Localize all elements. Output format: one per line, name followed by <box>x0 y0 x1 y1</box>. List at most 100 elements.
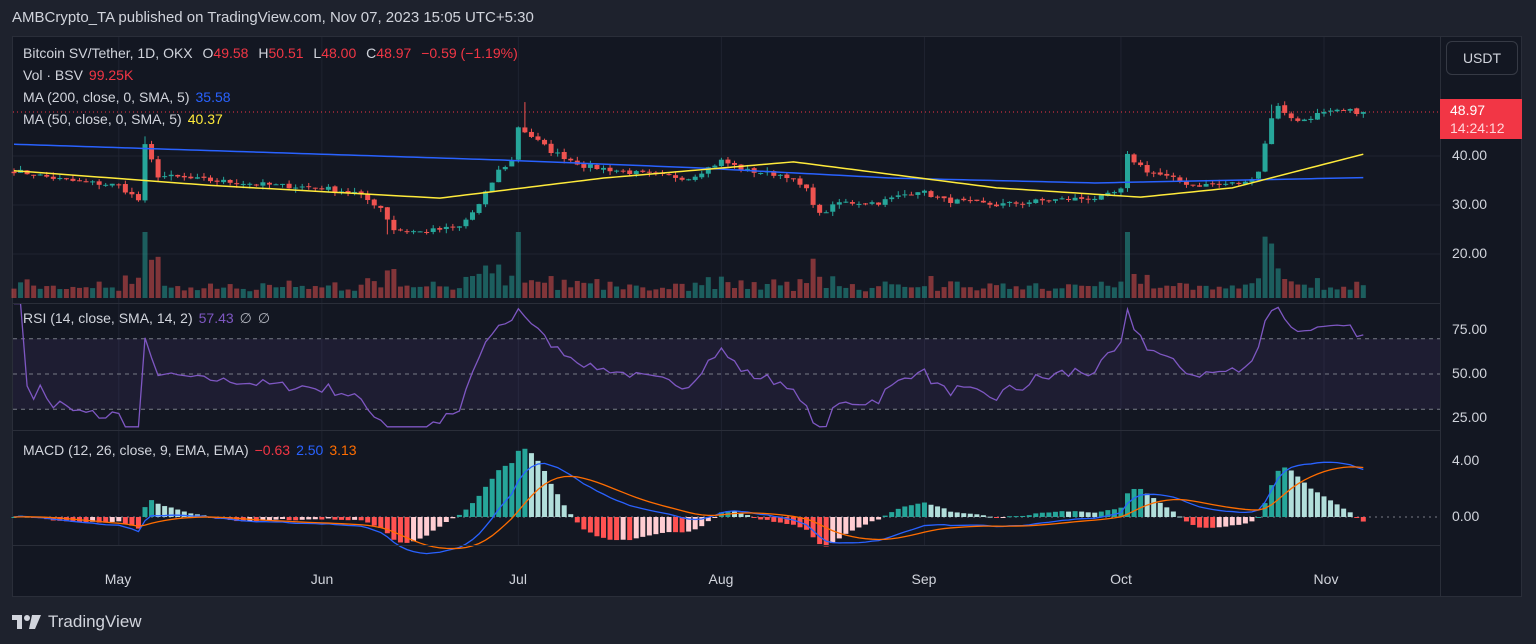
macd-histogram-bar <box>830 517 836 544</box>
currency-button[interactable]: USDT <box>1446 41 1518 75</box>
volume-bar <box>214 288 220 298</box>
volume-bar <box>863 291 868 298</box>
candle-body <box>705 167 711 174</box>
candle-body <box>1301 119 1307 122</box>
candle-body <box>771 171 777 176</box>
volume-bar <box>967 287 973 298</box>
candle-body <box>345 191 351 193</box>
macd-histogram-bar <box>155 503 161 517</box>
candle-body <box>70 178 76 181</box>
volume-bar <box>240 288 246 298</box>
volume-bar <box>1157 287 1163 298</box>
candle-body <box>935 196 941 198</box>
macd-histogram-bar <box>528 453 534 517</box>
pane-separator[interactable] <box>13 430 1440 431</box>
candle-body <box>535 136 541 140</box>
volume-bar <box>24 279 30 298</box>
candle-body <box>37 174 43 176</box>
macd-histogram-bar <box>705 517 711 522</box>
volume-bar <box>437 286 443 298</box>
ma200-value: 35.58 <box>195 89 231 105</box>
volume-bar <box>371 281 377 298</box>
candle-body <box>430 228 436 232</box>
candle-body <box>522 127 528 133</box>
volume-bar <box>450 289 456 298</box>
candle-body <box>122 184 128 193</box>
volume-bar <box>77 287 82 298</box>
moving-averages <box>13 143 1364 199</box>
volume-bar <box>771 279 777 298</box>
volume-bar <box>208 283 213 298</box>
candle-body <box>77 180 82 182</box>
candle-body <box>790 178 796 180</box>
candle-body <box>823 212 829 214</box>
volume-bar <box>260 283 266 298</box>
candle-body <box>142 144 148 201</box>
candle-body <box>581 164 587 168</box>
candle-body <box>679 177 685 180</box>
volume-bar <box>921 286 927 298</box>
macd-histogram-bar <box>90 517 96 522</box>
ma200-label[interactable]: MA (200, close, 0, SMA, 5) <box>23 89 190 105</box>
pane-separator[interactable] <box>13 303 1440 304</box>
macd-label[interactable]: MACD (12, 26, close, 9, EMA, EMA) <box>23 442 249 458</box>
candle-body <box>83 181 89 183</box>
price-tick: 30.00 <box>1452 196 1488 212</box>
candle-body <box>1098 195 1104 200</box>
rsi-label[interactable]: RSI (14, close, SMA, 14, 2) <box>23 310 193 326</box>
candle-body <box>633 171 639 175</box>
symbol-title[interactable]: Bitcoin SV/Tether, 1D, OKX <box>23 45 193 61</box>
volume-bar <box>646 290 652 298</box>
volume-bar <box>895 284 901 298</box>
tradingview-logo[interactable]: TradingView <box>12 612 142 632</box>
volume-bar <box>424 286 430 298</box>
macd-histogram-bar <box>1039 512 1045 517</box>
volume-bar <box>50 285 56 298</box>
candle-body <box>391 219 397 231</box>
volume-bar <box>63 289 69 298</box>
volume-bar <box>1052 288 1058 298</box>
macd-histogram-bar <box>673 517 679 533</box>
volume-bar <box>1177 282 1183 298</box>
volume-bar <box>299 285 305 298</box>
volume-bar <box>280 287 286 298</box>
macd-histogram-bar <box>928 504 934 517</box>
candle-body <box>548 143 554 154</box>
volume-bar <box>227 284 233 298</box>
candle-body <box>817 204 823 213</box>
volume-bar <box>247 291 253 298</box>
candle-body <box>777 174 783 176</box>
macd-histogram-bar <box>175 509 181 517</box>
volume-label[interactable]: Vol · BSV <box>23 67 83 83</box>
macd-histogram-bar <box>659 517 665 533</box>
volume-bar <box>378 287 384 298</box>
volume-bar <box>535 281 541 298</box>
candle-body <box>987 202 993 205</box>
macd-histogram-bar <box>365 517 371 523</box>
candle-body <box>11 171 17 174</box>
time-tick: Sep <box>911 571 937 587</box>
macd-histogram-bar <box>1216 517 1222 528</box>
volume-bar <box>90 288 96 298</box>
volume-bar <box>463 276 469 298</box>
macd-histogram-bar <box>1341 508 1347 517</box>
volume-bar <box>1000 283 1006 298</box>
symbol-legend: Bitcoin SV/Tether, 1D, OKX O49.58 H50.51… <box>23 45 524 61</box>
macd-histogram-bar <box>699 517 705 527</box>
ma50-label[interactable]: MA (50, close, 0, SMA, 5) <box>23 111 182 127</box>
macd-histogram-bar <box>1013 516 1019 518</box>
volume-bar <box>1020 289 1026 298</box>
macd-line <box>13 461 1364 555</box>
macd-histogram-bar <box>509 463 515 517</box>
macd-histogram-bar <box>391 517 397 540</box>
macd-histogram-bar <box>994 517 999 518</box>
volume-bar <box>155 256 161 298</box>
candle-body <box>954 199 960 204</box>
candle-body <box>352 191 358 194</box>
macd-histogram-bar <box>627 517 633 541</box>
candle-body <box>1039 198 1045 201</box>
volume-bar <box>640 287 646 298</box>
candle-body <box>371 199 377 206</box>
volume-bar <box>1282 279 1288 298</box>
